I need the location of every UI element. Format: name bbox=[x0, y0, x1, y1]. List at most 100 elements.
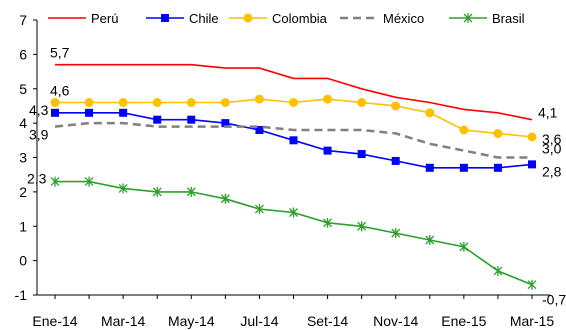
data-point-brasil bbox=[323, 217, 333, 228]
x-tick-labels: Ene-14 Mar-14 May-14 Jul-14 Set-14 Nov-14 Ene-… bbox=[32, 313, 554, 329]
x-tick-label: May-14 bbox=[168, 313, 215, 329]
legend-marker-colombia bbox=[243, 13, 253, 23]
legend-label-peru: Perú bbox=[91, 11, 118, 26]
data-point-chile bbox=[187, 115, 196, 124]
series-colombia bbox=[50, 94, 537, 142]
y-tick-label: 7 bbox=[19, 12, 27, 28]
data-labels: 5,7 4,1 4,3 2,8 4,6 3,6 3,9 3,0 2,3 -0,7 bbox=[27, 45, 566, 308]
data-point-colombia bbox=[84, 98, 94, 107]
data-point-chile bbox=[51, 108, 59, 117]
data-point-brasil bbox=[220, 193, 230, 204]
data-point-brasil bbox=[254, 204, 264, 215]
y-tick-label: 6 bbox=[19, 46, 27, 62]
series-mexico bbox=[54, 121, 532, 159]
data-label-start-peru: 5,7 bbox=[50, 45, 70, 61]
x-tick-label: Jul-14 bbox=[240, 313, 278, 329]
x-tick-label: Set-14 bbox=[307, 313, 348, 329]
axes bbox=[33, 19, 550, 299]
data-label-start-colombia: 4,6 bbox=[50, 83, 70, 99]
data-point-chile bbox=[357, 150, 366, 159]
x-tick-label: Mar-15 bbox=[510, 313, 555, 329]
data-point-chile bbox=[119, 108, 128, 117]
x-tick-label: Ene-14 bbox=[32, 313, 77, 329]
series-peru bbox=[55, 63, 533, 121]
data-point-brasil bbox=[493, 265, 503, 276]
data-point-colombia bbox=[459, 125, 469, 135]
data-point-colombia bbox=[186, 98, 196, 107]
legend-label-mexico: México bbox=[383, 11, 424, 26]
legend-item-peru: Perú bbox=[48, 11, 118, 26]
data-point-chile bbox=[221, 119, 230, 128]
data-point-brasil bbox=[289, 207, 298, 218]
data-point-colombia bbox=[357, 98, 367, 107]
data-point-brasil bbox=[152, 186, 162, 197]
data-point-colombia bbox=[425, 108, 435, 118]
data-label-end-peru: 4,1 bbox=[538, 105, 558, 121]
x-tick-label: Mar-14 bbox=[101, 313, 146, 329]
series-line-brasil bbox=[55, 180, 533, 286]
data-point-chile bbox=[391, 156, 400, 165]
series-line-mexico bbox=[54, 121, 532, 159]
data-point-chile bbox=[528, 160, 536, 169]
legend-label-colombia: Colombia bbox=[272, 11, 328, 26]
data-point-colombia bbox=[493, 128, 503, 138]
data-point-chile bbox=[323, 146, 332, 155]
x-tick-label: Ene-15 bbox=[441, 313, 486, 329]
data-label-end-colombia: 3,6 bbox=[542, 131, 562, 147]
x-tick-label: Nov-14 bbox=[373, 313, 418, 329]
data-point-chile bbox=[289, 136, 298, 145]
data-label-end-mexico: 3,0 bbox=[542, 141, 562, 157]
data-point-colombia bbox=[152, 98, 162, 107]
data-point-colombia bbox=[391, 101, 401, 111]
data-point-brasil bbox=[527, 279, 537, 290]
series-layer bbox=[50, 63, 537, 290]
data-point-chile bbox=[255, 126, 264, 134]
data-point-brasil bbox=[391, 228, 401, 239]
data-label-start-brasil: 2,3 bbox=[27, 171, 47, 187]
y-tick-label: 2 bbox=[19, 184, 27, 200]
data-point-brasil bbox=[357, 221, 367, 232]
y-tick-labels: -1 0 1 2 3 4 5 6 7 bbox=[15, 12, 28, 303]
series-line-peru bbox=[55, 63, 533, 121]
data-point-brasil bbox=[459, 241, 469, 252]
data-label-end-chile: 2,8 bbox=[542, 163, 562, 179]
data-point-chile bbox=[493, 163, 502, 172]
data-point-colombia bbox=[289, 98, 298, 107]
data-point-brasil bbox=[186, 186, 196, 197]
y-tick-label: -1 bbox=[15, 287, 28, 303]
legend-item-mexico: México bbox=[340, 11, 424, 26]
legend-marker-brasil bbox=[463, 13, 473, 23]
data-point-brasil bbox=[425, 235, 435, 245]
data-point-colombia bbox=[220, 98, 230, 107]
data-point-chile bbox=[425, 163, 434, 172]
data-point-chile bbox=[153, 115, 162, 124]
data-point-brasil bbox=[118, 183, 128, 194]
data-point-brasil bbox=[50, 176, 60, 187]
legend-label-chile: Chile bbox=[189, 11, 219, 26]
data-point-brasil bbox=[84, 176, 94, 187]
legend-item-chile: Chile bbox=[146, 11, 219, 26]
legend-label-brasil: Brasil bbox=[492, 11, 525, 26]
data-point-colombia bbox=[527, 132, 537, 142]
legend-item-colombia: Colombia bbox=[229, 11, 328, 26]
y-tick-label: 0 bbox=[19, 253, 27, 269]
data-point-chile bbox=[85, 108, 94, 117]
y-tick-label: 1 bbox=[19, 218, 27, 234]
data-point-colombia bbox=[50, 98, 60, 107]
series-chile bbox=[51, 108, 536, 172]
series-brasil bbox=[50, 176, 537, 290]
data-label-start-chile: 4,3 bbox=[29, 102, 49, 118]
data-point-chile bbox=[459, 163, 468, 172]
data-point-colombia bbox=[118, 98, 128, 107]
y-tick-label: 5 bbox=[19, 81, 27, 97]
data-label-end-brasil: -0,7 bbox=[542, 292, 566, 308]
data-label-start-mexico: 3,9 bbox=[29, 127, 49, 143]
data-point-colombia bbox=[323, 94, 333, 104]
y-tick-label: 3 bbox=[19, 150, 27, 166]
legend-marker-chile bbox=[161, 14, 169, 22]
legend-item-brasil: Brasil bbox=[449, 11, 525, 26]
data-point-colombia bbox=[254, 94, 264, 104]
y-tick-label: 4 bbox=[19, 115, 27, 131]
legend: Perú Chile Colombia México Brasil bbox=[48, 11, 525, 26]
